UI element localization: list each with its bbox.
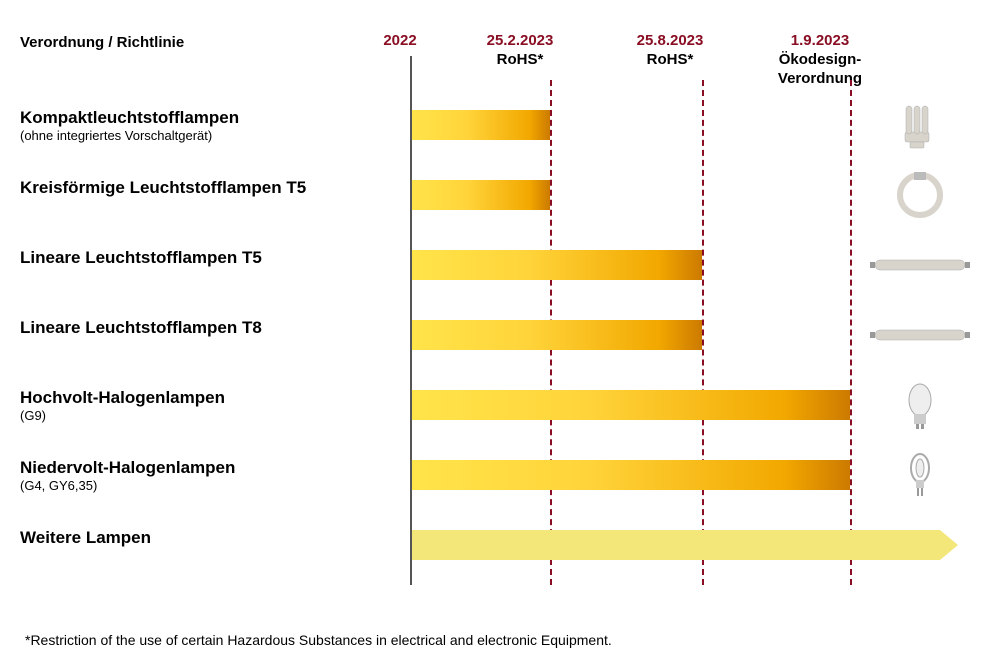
row-subtitle: (ohne integriertes Vorschaltgerät) (20, 128, 390, 143)
column-date: 2022 (340, 32, 460, 50)
linear-tube-icon (870, 310, 970, 360)
phaseout-bar (412, 180, 550, 210)
lamp-row: Lineare Leuchtstofflampen T5 (20, 240, 980, 290)
row-subtitle: (G4, GY6,35) (20, 478, 390, 493)
row-label: Kreisförmige Leuchtstofflampen T5 (20, 178, 390, 198)
lamp-row: Hochvolt-Halogenlampen(G9) (20, 380, 980, 430)
phaseout-bar (412, 390, 850, 420)
lamp-row: Kompaktleuchtstofflampen(ohne integriert… (20, 100, 980, 150)
halogen-g4-icon (870, 450, 970, 500)
phaseout-bar (412, 250, 702, 280)
phaseout-bar (412, 110, 550, 140)
row-label: Lineare Leuchtstofflampen T8 (20, 318, 390, 338)
cfl-plugin-icon (870, 100, 970, 150)
row-title: Kompaktleuchtstofflampen (20, 108, 390, 128)
row-subtitle: (G9) (20, 408, 390, 423)
row-title: Lineare Leuchtstofflampen T5 (20, 248, 390, 268)
row-label: Weitere Lampen (20, 528, 390, 548)
column-date: 25.2.2023 (460, 32, 580, 50)
column-sub: RoHS* (497, 51, 544, 68)
phaseout-bar (412, 530, 940, 560)
lamp-row: Lineare Leuchtstofflampen T8 (20, 310, 980, 360)
lamp-row: Weitere Lampen (20, 520, 980, 570)
lamp-row: Niedervolt-Halogenlampen(G4, GY6,35) (20, 450, 980, 500)
row-title: Lineare Leuchtstofflampen T8 (20, 318, 390, 338)
column-date: 1.9.2023 (760, 32, 880, 50)
row-label: Hochvolt-Halogenlampen(G9) (20, 388, 390, 423)
row-title: Kreisförmige Leuchtstofflampen T5 (20, 178, 390, 198)
timeline-chart: Verordnung / Richtlinie 202225.2.2023RoH… (20, 30, 980, 590)
circular-tube-icon (870, 170, 970, 220)
row-label: Kompaktleuchtstofflampen(ohne integriert… (20, 108, 390, 143)
column-date: 25.8.2023 (610, 32, 730, 50)
column-label-0: 2022 (340, 32, 460, 50)
column-label-2: 25.8.2023RoHS* (610, 32, 730, 69)
row-title: Hochvolt-Halogenlampen (20, 388, 390, 408)
header-left-label: Verordnung / Richtlinie (20, 34, 184, 51)
column-sub: RoHS* (647, 51, 694, 68)
lamp-row: Kreisförmige Leuchtstofflampen T5 (20, 170, 980, 220)
column-label-3: 1.9.2023Ökodesign-Verordnung (760, 32, 880, 88)
phaseout-bar (412, 320, 702, 350)
row-label: Lineare Leuchtstofflampen T5 (20, 248, 390, 268)
row-title: Niedervolt-Halogenlampen (20, 458, 390, 478)
row-label: Niedervolt-Halogenlampen(G4, GY6,35) (20, 458, 390, 493)
row-title: Weitere Lampen (20, 528, 390, 548)
footnote: *Restriction of the use of certain Hazar… (25, 632, 612, 648)
halogen-g9-icon (870, 380, 970, 430)
linear-tube-icon (870, 240, 970, 290)
column-label-1: 25.2.2023RoHS* (460, 32, 580, 69)
phaseout-bar (412, 460, 850, 490)
